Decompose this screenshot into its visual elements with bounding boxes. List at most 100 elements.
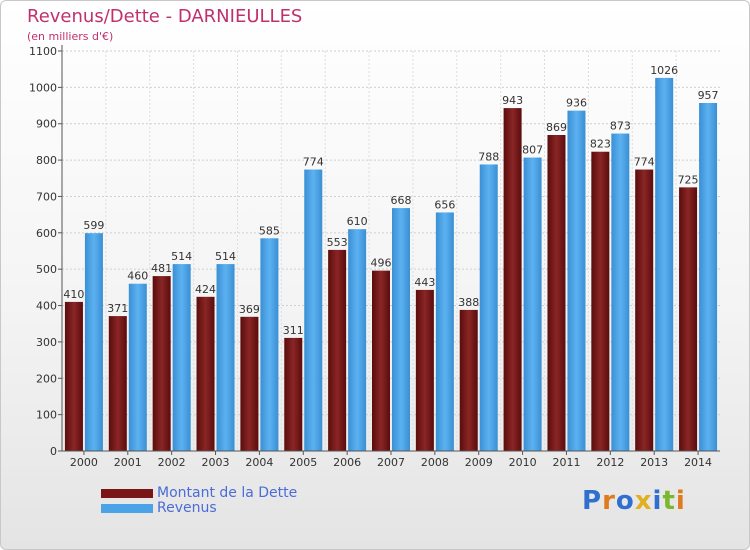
bar-revenus xyxy=(304,169,323,451)
bar-revenus xyxy=(611,133,630,451)
x-tick-label: 2001 xyxy=(114,456,142,469)
bar-dette xyxy=(635,169,654,451)
data-label-dette: 388 xyxy=(458,296,479,309)
x-tick-label: 2010 xyxy=(509,456,537,469)
bar-revenus xyxy=(216,264,235,451)
data-label-dette: 869 xyxy=(546,121,567,134)
x-tick-label: 2009 xyxy=(465,456,493,469)
bar-revenus xyxy=(392,208,410,451)
x-tick-label: 2004 xyxy=(245,456,273,469)
y-tick-label: 300 xyxy=(36,336,57,349)
data-label-dette: 553 xyxy=(327,236,348,249)
data-label-revenus: 1026 xyxy=(650,64,678,77)
x-tick-label: 2002 xyxy=(158,456,186,469)
bar-revenus xyxy=(84,233,103,451)
x-tick-label: 2012 xyxy=(596,456,624,469)
data-label-revenus: 585 xyxy=(259,224,280,237)
bar-revenus xyxy=(128,283,147,451)
y-tick-label: 0 xyxy=(50,445,57,458)
bar-revenus xyxy=(260,238,279,451)
x-tick-label: 2014 xyxy=(684,456,712,469)
data-label-revenus: 460 xyxy=(127,270,148,283)
y-tick-label: 1000 xyxy=(29,81,57,94)
data-label-dette: 424 xyxy=(195,283,216,296)
bars xyxy=(64,77,718,452)
y-tick-label: 200 xyxy=(36,372,57,385)
y-tick-label: 600 xyxy=(36,227,57,240)
bar-revenus xyxy=(435,212,454,451)
data-label-dette: 443 xyxy=(414,276,435,289)
bar-dette xyxy=(108,316,127,451)
data-label-revenus: 610 xyxy=(347,215,368,228)
data-label-revenus: 873 xyxy=(610,120,631,133)
y-tick-label: 1100 xyxy=(29,45,57,58)
logo-letter: t xyxy=(662,486,676,516)
y-tick-label: 900 xyxy=(36,118,57,131)
x-tick-label: 2011 xyxy=(552,456,580,469)
bar-dette xyxy=(591,151,610,451)
data-label-revenus: 936 xyxy=(566,97,587,110)
data-label-revenus: 514 xyxy=(215,250,236,263)
bar-revenus xyxy=(567,110,586,452)
data-label-revenus: 656 xyxy=(434,198,455,211)
data-label-revenus: 668 xyxy=(391,194,412,207)
y-tick-label: 700 xyxy=(36,190,57,203)
bar-revenus xyxy=(479,164,498,452)
data-label-revenus: 599 xyxy=(83,219,104,232)
bar-dette xyxy=(284,337,303,451)
x-tick-label: 2003 xyxy=(202,456,230,469)
bar-dette xyxy=(240,316,259,451)
legend-label-revenus: Revenus xyxy=(157,500,217,516)
y-tick-label: 100 xyxy=(36,409,57,422)
data-label-revenus: 807 xyxy=(522,144,543,157)
legend-label-dette: Montant de la Dette xyxy=(157,485,298,501)
x-tick-label: 2013 xyxy=(640,456,668,469)
logo-letter: o xyxy=(615,486,635,516)
chart-title: Revenus/Dette - DARNIEULLES xyxy=(27,6,303,27)
bar-dette xyxy=(64,301,83,451)
bar-dette xyxy=(196,296,215,451)
legend-swatch-revenus xyxy=(101,504,153,513)
bar-revenus xyxy=(348,229,367,451)
data-label-dette: 823 xyxy=(590,138,611,151)
data-labels: 4105993714604815144245143695853117745536… xyxy=(63,64,718,337)
data-label-dette: 371 xyxy=(107,302,128,315)
data-label-revenus: 514 xyxy=(171,250,192,263)
x-tick-label: 2006 xyxy=(333,456,361,469)
data-label-dette: 943 xyxy=(502,94,523,107)
axes: 0 100 200 300 400 500 600 700 800 900 1000 1100 2000… xyxy=(29,45,720,469)
x-tick-label: 2007 xyxy=(377,456,405,469)
logo-letter: r xyxy=(602,486,616,516)
data-label-dette: 369 xyxy=(239,303,260,316)
logo-letter: i xyxy=(652,486,663,516)
bar-dette xyxy=(372,270,390,451)
bar-revenus xyxy=(523,157,542,451)
data-label-revenus: 788 xyxy=(478,150,499,163)
data-label-dette: 725 xyxy=(678,173,699,186)
y-tick-label: 800 xyxy=(36,154,57,167)
data-label-dette: 774 xyxy=(634,156,655,169)
x-tick-label: 2000 xyxy=(70,456,98,469)
data-label-dette: 410 xyxy=(63,288,84,301)
bar-revenus xyxy=(655,77,674,451)
data-label-revenus: 774 xyxy=(303,156,324,169)
bar-dette xyxy=(328,249,347,451)
legend-swatch-dette xyxy=(101,489,153,498)
bar-revenus xyxy=(172,264,191,451)
logo-letter: P xyxy=(582,486,603,516)
data-label-dette: 311 xyxy=(283,324,304,337)
bar-dette xyxy=(503,108,522,451)
bar-revenus xyxy=(699,103,718,451)
grid xyxy=(62,50,720,452)
bar-dette xyxy=(547,135,566,451)
logo-letter: i xyxy=(675,486,686,516)
bar-dette xyxy=(415,289,434,451)
data-label-dette: 496 xyxy=(371,257,392,270)
bar-dette xyxy=(152,276,171,451)
chart-subtitle: (en milliers d'€) xyxy=(27,30,114,43)
logo-letter: x xyxy=(634,486,653,516)
data-label-revenus: 957 xyxy=(698,89,719,102)
bar-dette xyxy=(679,187,698,451)
x-tick-label: 2008 xyxy=(421,456,449,469)
